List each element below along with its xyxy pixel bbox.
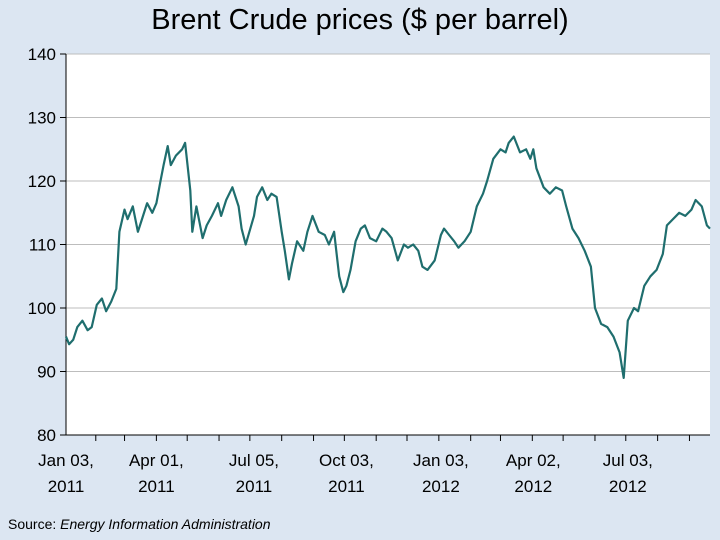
source-name: Energy Information Administration xyxy=(60,516,271,532)
x-axis-tick-labels: Jan 03, 2011 Apr 01, 2011 Jul 05, 2011 Oct 03,… xyxy=(38,451,653,496)
axes xyxy=(65,54,710,441)
y-tick-label: 130 xyxy=(28,109,56,128)
y-tick-label: 100 xyxy=(28,299,56,318)
source-label: Source: xyxy=(8,516,57,532)
y-tick-label: 120 xyxy=(28,172,56,191)
x-tick-label: Jul 05, 2011 xyxy=(229,451,279,496)
y-tick-label: 80 xyxy=(37,426,56,445)
x-tick-label: Jan 03, 2011 xyxy=(38,451,94,496)
x-tick-label: Jan 03, 2012 xyxy=(413,451,469,496)
y-tick-label: 90 xyxy=(37,363,56,382)
y-tick-label: 140 xyxy=(28,45,56,64)
x-tick-label: Apr 02, 2012 xyxy=(506,451,561,496)
y-axis-tick-labels: 80 90 100 110 120 130 140 xyxy=(28,45,56,445)
x-tick-label: Apr 01, 2011 xyxy=(129,451,184,496)
y-tick-label: 110 xyxy=(29,236,56,255)
x-tick-label: Jul 03, 2012 xyxy=(603,451,653,496)
chart-title: Brent Crude prices ($ per barrel) xyxy=(151,4,569,36)
gridlines xyxy=(60,53,710,436)
source-note: Source: Energy Information Administratio… xyxy=(8,516,271,532)
x-tick-label: Oct 03, 2011 xyxy=(319,451,374,496)
brent-price-line xyxy=(64,135,711,379)
